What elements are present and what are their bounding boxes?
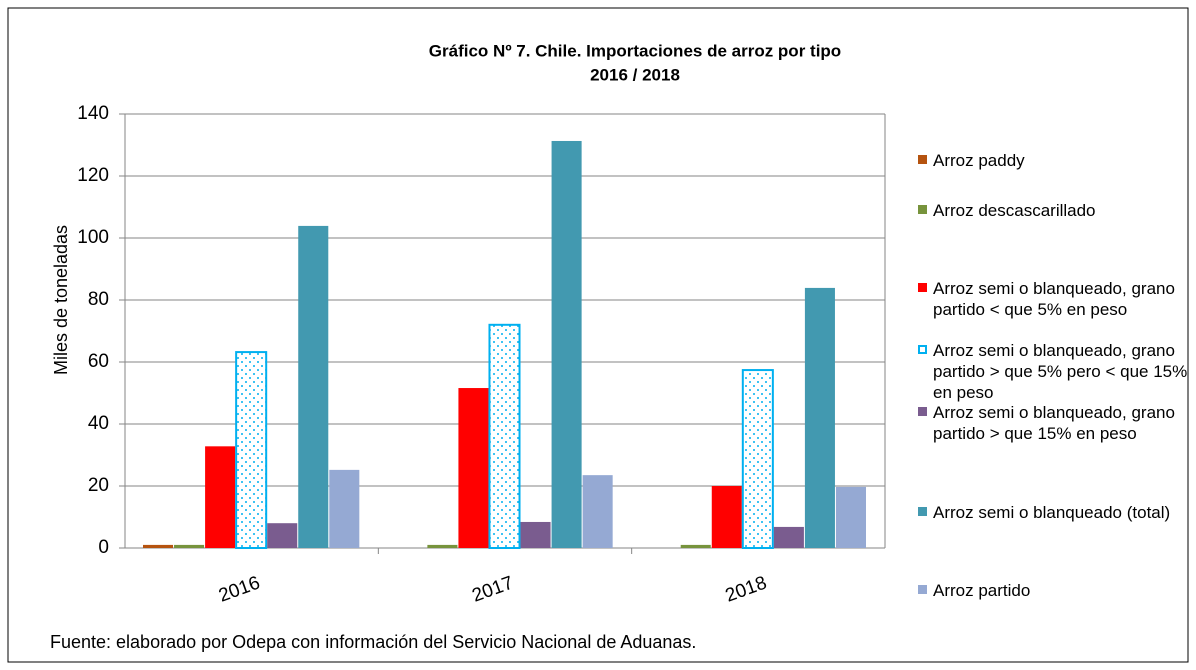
bar (488, 323, 521, 549)
legend-label: Arroz paddy (933, 151, 1025, 170)
legend-swatch (918, 507, 927, 516)
bar (298, 225, 329, 548)
y-tick-label: 120 (77, 165, 109, 186)
bar (143, 544, 174, 548)
y-tick-label: 0 (98, 537, 109, 558)
bar (329, 469, 360, 548)
legend-entry: Arroz paddy (918, 150, 1196, 171)
legend-entry: Arroz semi o blanqueado, grano partido >… (918, 402, 1196, 444)
chart-title: Gráfico Nº 7. Chile. Importaciones de ar… (429, 41, 841, 60)
chart-subtitle: 2016 / 2018 (590, 65, 680, 84)
y-tick-label: 140 (77, 103, 109, 124)
bar (551, 140, 582, 548)
legend-swatch (918, 155, 927, 164)
legend-swatch (918, 407, 927, 416)
legend-entry: Arroz partido (918, 580, 1196, 601)
legend-label: Arroz partido (933, 581, 1031, 600)
y-tick-label: 60 (88, 351, 109, 372)
bar (773, 526, 804, 548)
frame (7, 7, 1189, 663)
legend-entry: Arroz semi o blanqueado, grano partido >… (918, 340, 1196, 403)
legend-swatch (918, 205, 927, 214)
legend-label: Arroz semi o blanqueado, grano partido >… (933, 403, 1175, 443)
legend-entry: Arroz semi o blanqueado, grano partido <… (918, 278, 1196, 320)
bar (680, 544, 711, 548)
y-tick-label: 80 (88, 289, 109, 310)
legend-label: Arroz semi o blanqueado, grano partido <… (933, 279, 1175, 319)
bar (205, 446, 236, 548)
legend-label: Arroz semi o blanqueado, grano partido >… (933, 341, 1188, 402)
legend-label: Arroz descascarillado (933, 201, 1096, 220)
bar (427, 544, 458, 548)
y-tick-label: 100 (77, 227, 109, 248)
bar (835, 486, 866, 548)
bar (174, 544, 205, 548)
bar (267, 523, 298, 548)
legend-label: Arroz semi o blanqueado (total) (933, 503, 1171, 522)
legend-swatch (918, 585, 927, 594)
bar (582, 475, 613, 548)
legend-entry: Arroz semi o blanqueado (total) (918, 502, 1196, 523)
legend-swatch (918, 345, 927, 354)
bar (741, 369, 774, 549)
bar (235, 351, 268, 549)
bar (804, 287, 835, 548)
y-tick-label: 40 (88, 413, 109, 434)
bar (711, 486, 742, 548)
bar (520, 521, 551, 548)
source: Fuente: elaborado por Odepa con informac… (50, 632, 696, 652)
y-axis-label: Miles de toneladas (51, 225, 71, 375)
legend-swatch (918, 283, 927, 292)
legend-entry: Arroz descascarillado (918, 200, 1196, 221)
y-tick-label: 20 (88, 475, 109, 496)
bar (458, 388, 489, 548)
